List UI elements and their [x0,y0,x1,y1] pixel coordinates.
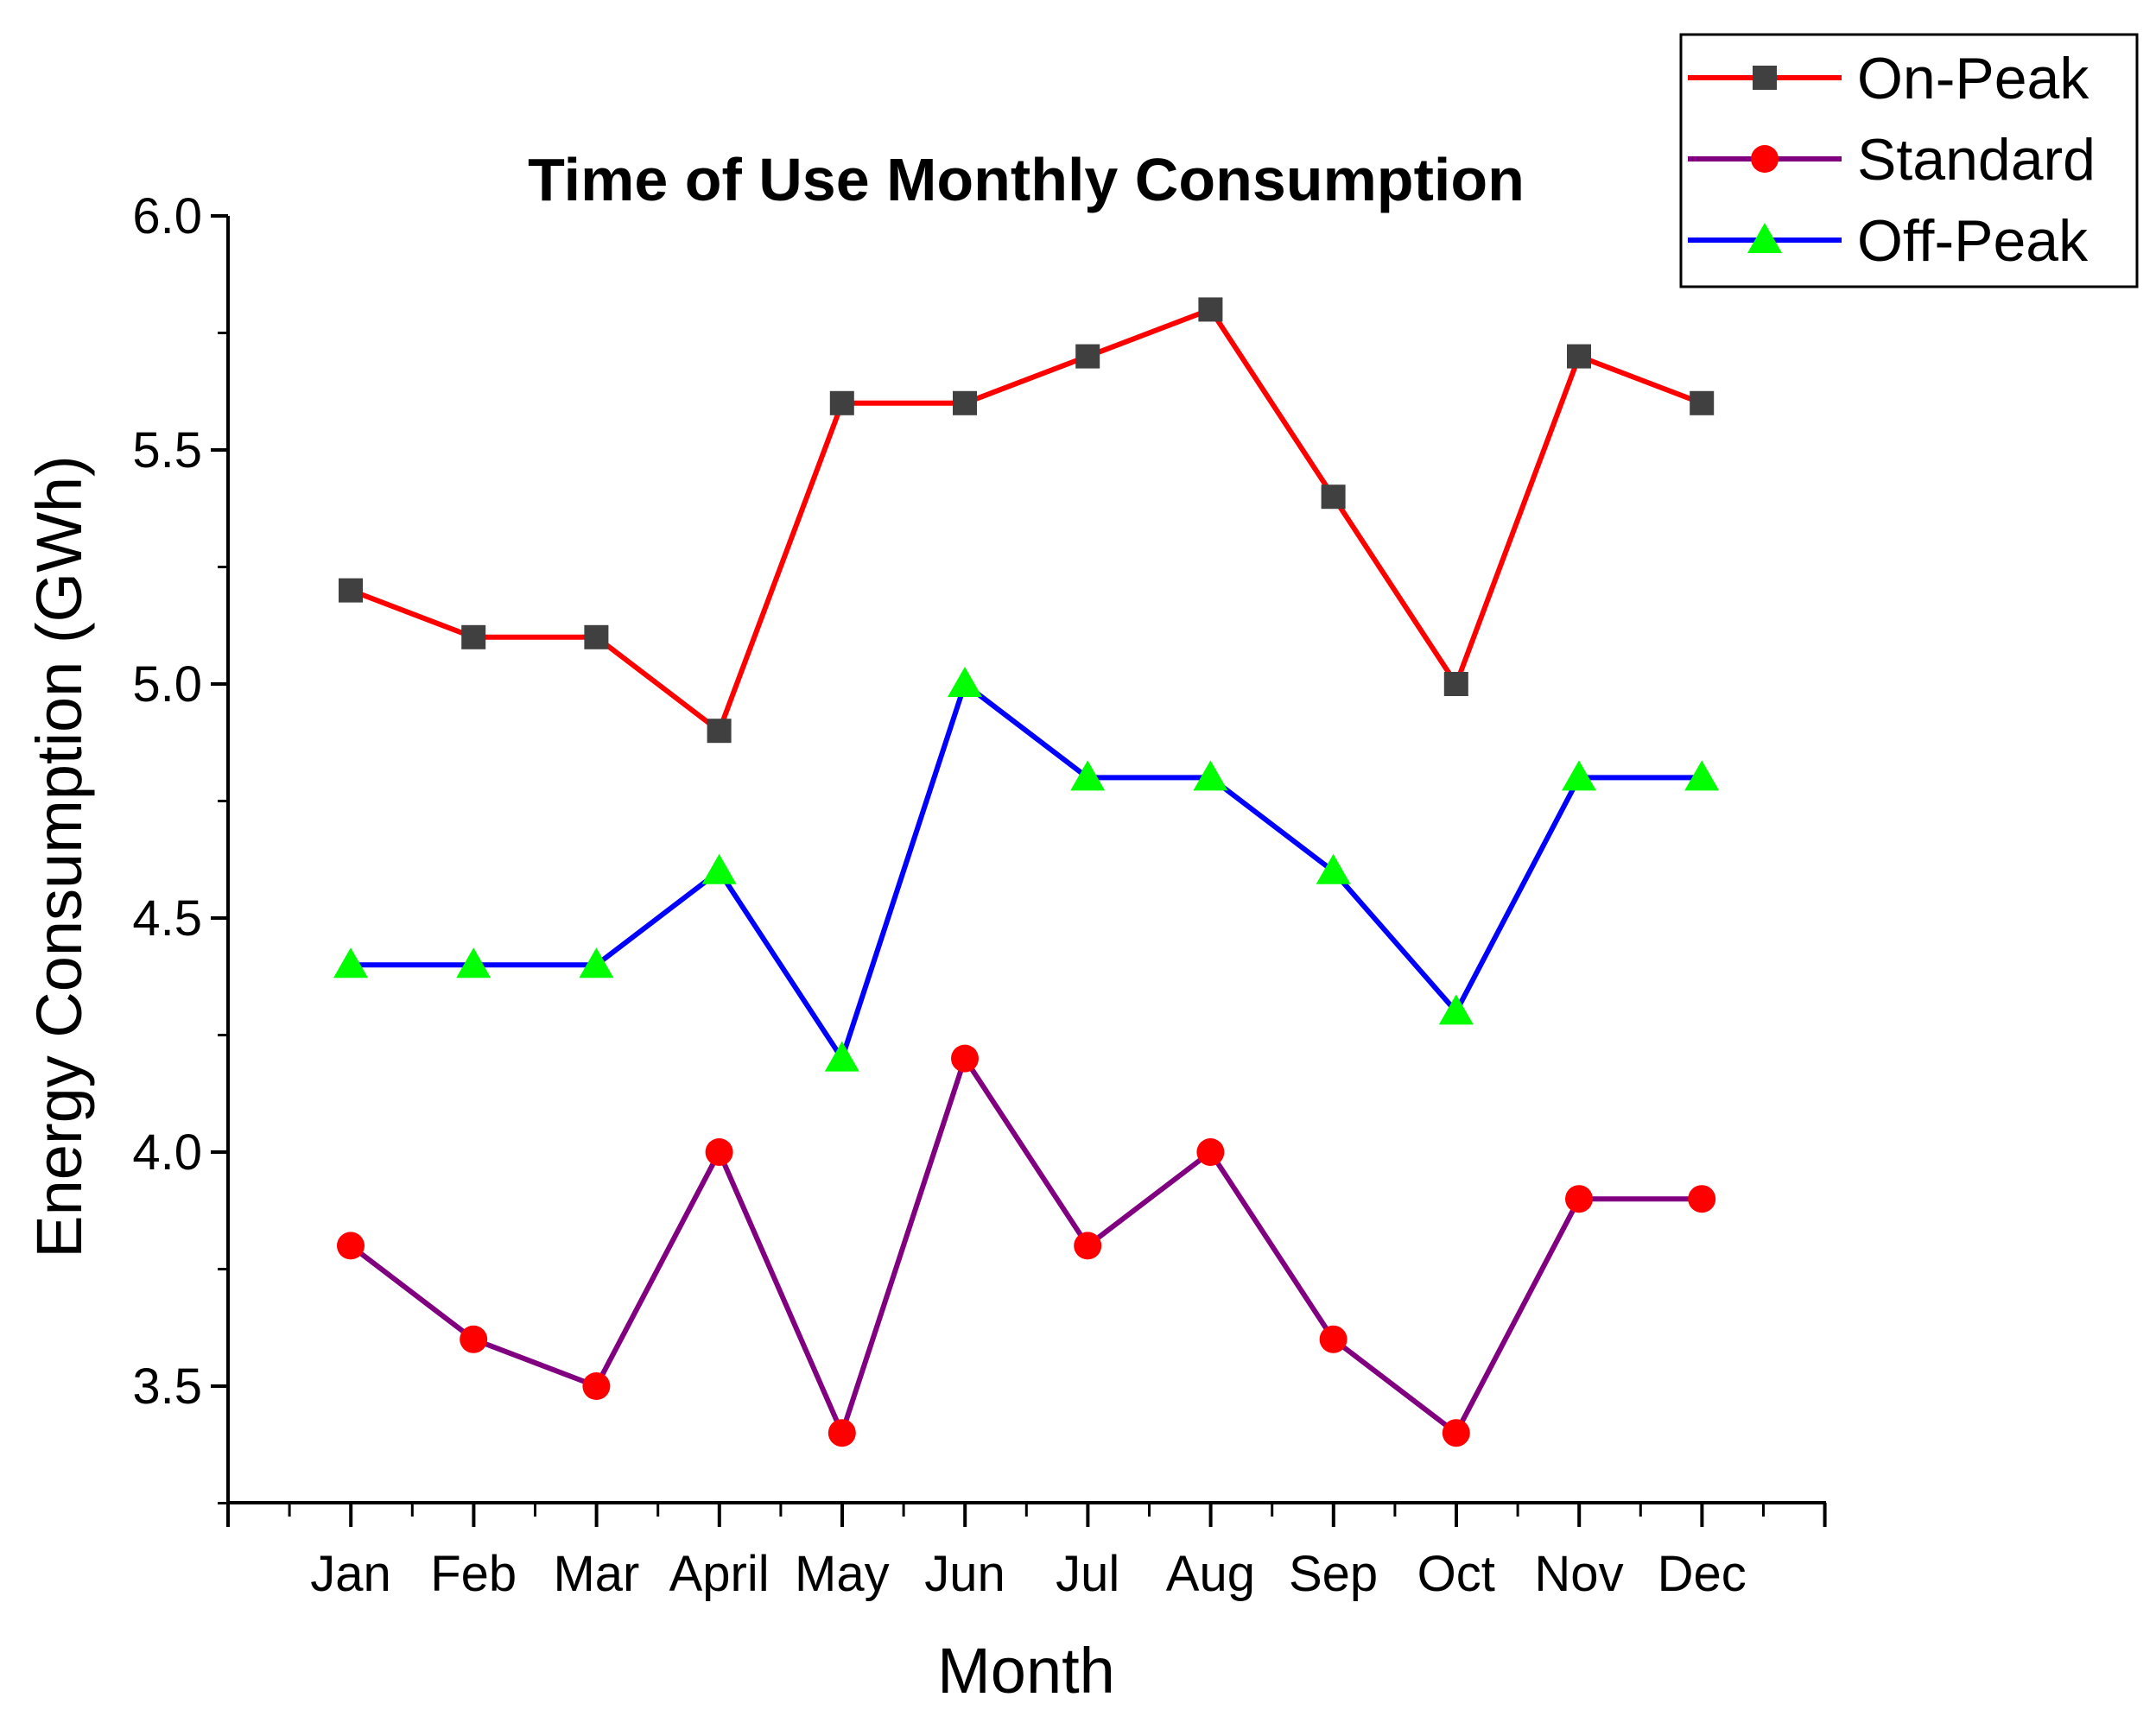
data-point [951,1044,979,1073]
x-tick-label: Jan [310,1546,391,1602]
legend-item: Off-Peak [1688,208,2089,274]
data-point [337,1232,365,1260]
data-point [1196,1138,1225,1166]
x-tick-label: Jun [924,1546,1005,1602]
series-off-peak [333,667,1720,1072]
x-tick-label: May [795,1546,890,1602]
y-axis-label: Energy Consumption (GWh) [23,455,95,1257]
data-point [1562,760,1596,791]
x-tick-label: Sep [1289,1546,1378,1602]
x-tick-label: April [669,1546,770,1602]
x-tick-label: Mar [553,1546,639,1602]
legend-marker [1753,66,1777,90]
series-on-peak [339,297,1715,744]
legend-marker [1751,145,1779,173]
data-point [1442,1419,1470,1447]
data-point [1070,760,1106,791]
y-tick-label: 6.0 [132,188,202,244]
data-point [584,624,609,649]
x-tick-label: Dec [1658,1546,1747,1602]
legend-item: On-Peak [1688,46,2089,111]
y-tick-label: 5.5 [132,422,202,478]
data-point [948,667,982,697]
y-tick-label: 5.0 [132,656,202,712]
x-axis-label: Month [937,1635,1115,1707]
data-point [1565,1185,1593,1213]
data-point [461,624,486,649]
series-standard [337,1044,1716,1447]
data-point [1443,672,1468,696]
chart-title: Time of Use Monthly Consumption [528,146,1525,213]
data-point [1438,994,1474,1025]
data-point [953,390,977,415]
series-layer [333,297,1720,1447]
data-point [707,719,732,744]
y-tick-label: 3.5 [132,1358,202,1415]
data-point [579,947,614,978]
data-point [333,947,368,978]
series-line [349,1055,1703,1436]
data-point [582,1372,611,1400]
series-line [349,307,1703,734]
x-tick-label: Aug [1166,1546,1255,1602]
data-point [1319,1325,1348,1353]
data-point [701,853,737,884]
data-point [1074,1232,1102,1260]
data-point [1688,1185,1716,1213]
axes: 3.5 4.0 4.5 5.0 5.5 6.0 Jan Feb Mar April May Jun Ju… [132,188,1827,1602]
data-point [460,1325,488,1353]
x-tick-label: Nov [1534,1546,1623,1602]
legend-label: Standard [1857,127,2096,193]
x-tick-label: Oct [1417,1546,1495,1602]
data-point [1321,484,1346,510]
legend-label: On-Peak [1857,46,2089,111]
y-tick-label: 4.5 [132,890,202,947]
series-line [351,681,1703,1061]
data-point [1316,853,1351,884]
data-point [1198,297,1223,322]
legend-label: Off-Peak [1857,208,2089,274]
x-tick-label: Jul [1056,1546,1119,1602]
data-point [456,947,491,978]
data-point [824,1041,859,1072]
y-tick-label: 4.0 [132,1124,202,1181]
data-point [1075,344,1100,369]
data-point [705,1138,733,1166]
data-point [1567,344,1591,369]
data-point [1684,760,1720,791]
data-point [339,578,363,603]
data-point [1690,390,1715,415]
data-point [1193,760,1228,791]
data-point [828,1419,856,1447]
x-tick-label: Feb [430,1546,517,1602]
legend: On-Peak Standard Off-Peak [1679,33,2139,288]
data-point [829,390,854,415]
legend-item: Standard [1688,127,2096,193]
legend-marker [1747,223,1782,253]
